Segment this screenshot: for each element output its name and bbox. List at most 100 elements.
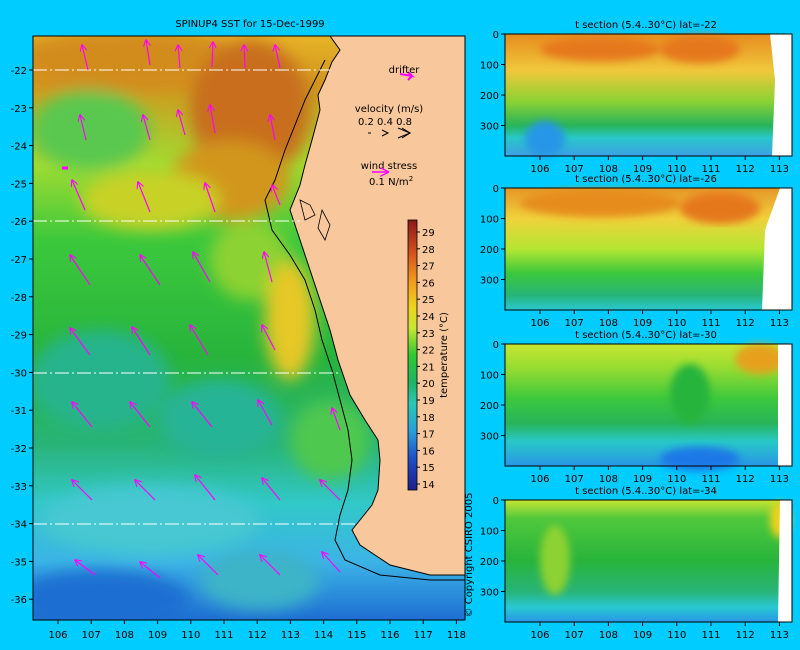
section-x-tick-label: 110 — [667, 474, 686, 485]
section-x-tick-label: 112 — [736, 164, 755, 175]
section-x-tick-label: 112 — [736, 630, 755, 641]
section-y-tick-label: 100 — [480, 215, 499, 226]
section-y-tick-label: 200 — [480, 245, 499, 256]
colorbar-tick-label: 16 — [422, 446, 435, 457]
lon-tick-label: 106 — [48, 630, 67, 641]
lon-tick-label: 117 — [414, 630, 433, 641]
section-y-tick-label: 0 — [493, 496, 499, 507]
lon-tick-label: 113 — [281, 630, 300, 641]
section-title: t section (5.4..30°C) lat=-22 — [575, 20, 717, 31]
section-land-mask — [778, 344, 792, 466]
colorbar-tick-label: 28 — [422, 245, 435, 256]
section-panel: t section (5.4..30°C) lat=-30 0 100 200 300 1… — [480, 330, 793, 485]
wind-stress-label: wind stress — [361, 161, 417, 172]
map-title: SPINUP4 SST for 15-Dec-1999 — [175, 19, 324, 30]
section-panel: t section (5.4..30°C) lat=-22 0 100 200 300 1… — [480, 20, 793, 175]
section-y-tick-label: 200 — [480, 91, 499, 102]
map-frame — [32, 35, 466, 621]
section-x-tick-label: 111 — [701, 164, 720, 175]
lat-tick-label: -24 — [11, 142, 27, 153]
section-x-tick-label: 107 — [565, 630, 584, 641]
section-lines — [33, 69, 358, 525]
lat-tick-label: -31 — [11, 406, 27, 417]
section-y-tick-label: 100 — [480, 527, 499, 538]
section-x-tick-label: 108 — [599, 474, 618, 485]
velocity-arrows — [70, 40, 341, 579]
section-x-tick-label: 108 — [599, 164, 618, 175]
section-title: t section (5.4..30°C) lat=-26 — [575, 174, 717, 185]
colorbar-tick-label: 29 — [422, 228, 435, 239]
colorbar-label: temperature (°C) — [439, 312, 450, 398]
section-x-tick-label: 106 — [530, 164, 549, 175]
lat-tick-label: -35 — [11, 557, 27, 568]
section-x-tick-label: 108 — [599, 630, 618, 641]
colorbar-tick-label: 26 — [422, 278, 435, 289]
lon-tick-labels: 106 107 108 109 110 111 112 113 114 115 116 117 118 — [48, 620, 466, 641]
section-land-mask — [770, 34, 792, 156]
colorbar-tick-label: 27 — [422, 262, 435, 273]
lat-tick-label: -22 — [11, 66, 27, 77]
section-y-tick-label: 0 — [493, 30, 499, 41]
colorbar — [407, 219, 418, 491]
section-x-tick-label: 110 — [667, 630, 686, 641]
section-land-mask — [778, 500, 792, 622]
section-x-tick-label: 111 — [701, 474, 720, 485]
lon-tick-label: 110 — [181, 630, 200, 641]
section-y-tick-label: 200 — [480, 401, 499, 412]
shelf-contour — [264, 59, 465, 581]
drifter-marker-icon — [399, 71, 415, 81]
lat-tick-label: -36 — [11, 595, 27, 606]
section-y-tick-label: 300 — [480, 276, 499, 287]
section-panel: t section (5.4..30°C) lat=-26 0 100 200 300 1… — [480, 174, 793, 329]
section-x-tick-label: 113 — [770, 474, 789, 485]
section-x-tick-label: 109 — [633, 474, 652, 485]
drifter-label: drifter — [389, 65, 421, 76]
section-land-mask — [762, 188, 792, 310]
section-title: t section (5.4..30°C) lat=-30 — [575, 330, 717, 341]
lon-tick-label: 115 — [347, 630, 366, 641]
section-y-tick-label: 0 — [493, 340, 499, 351]
section-y-tick-label: 300 — [480, 122, 499, 133]
section-x-tick-label: 113 — [770, 318, 789, 329]
colorbar-tick-label: 18 — [422, 413, 435, 424]
lat-tick-label: -33 — [11, 482, 27, 493]
lat-tick-label: -29 — [11, 331, 27, 342]
colorbar-tick-label: 25 — [422, 295, 435, 306]
colorbar-tick-label: 22 — [422, 346, 435, 357]
section-x-tick-label: 108 — [599, 318, 618, 329]
section-y-tick-label: 300 — [480, 588, 499, 599]
colorbar-tick-label: 21 — [422, 362, 435, 373]
section-x-tick-label: 110 — [667, 164, 686, 175]
lat-tick-label: -26 — [11, 217, 27, 228]
section-y-tick-label: 200 — [480, 557, 499, 568]
section-x-tick-label: 109 — [633, 318, 652, 329]
colorbar-tick-label: 24 — [422, 312, 435, 323]
lon-tick-label: 109 — [148, 630, 167, 641]
section-x-tick-label: 106 — [530, 474, 549, 485]
lat-tick-label: -23 — [11, 104, 27, 115]
section-y-tick-label: 100 — [480, 371, 499, 382]
velocity-scale-values: 0.2 0.4 0.8 — [358, 117, 412, 128]
colorbar-tick-label: 19 — [422, 396, 435, 407]
lat-tick-label: -25 — [11, 179, 27, 190]
colorbar-tick-label: 14 — [422, 480, 435, 491]
velocity-label: velocity (m/s) — [355, 104, 423, 115]
wind-stress-value: 0.1 N/m2 — [369, 175, 413, 188]
section-x-tick-label: 112 — [736, 318, 755, 329]
copyright-text: © Copyright CSIRO 2005 — [464, 493, 475, 618]
lat-tick-label: -30 — [11, 368, 27, 379]
colorbar-tick-label: 20 — [422, 379, 435, 390]
lat-tick-label: -32 — [11, 444, 27, 455]
lat-tick-label: -34 — [11, 520, 27, 531]
temperature-sections: t section (5.4..30°C) lat=-22 0 100 200 300 1… — [480, 20, 793, 641]
lat-tick-labels: -22 -23 -24 -25 -26 -27 -28 -29 -30 -31 -32 -33 -34 -… — [11, 66, 33, 606]
section-x-tick-label: 106 — [530, 630, 549, 641]
section-panel: t section (5.4..30°C) lat=-34 0 100 200 300 1… — [480, 486, 793, 641]
section-x-tick-label: 107 — [565, 164, 584, 175]
section-x-tick-label: 107 — [565, 318, 584, 329]
lon-tick-label: 107 — [82, 630, 101, 641]
lat-tick-label: -28 — [11, 293, 27, 304]
lon-tick-label: 108 — [115, 630, 134, 641]
colorbar-tick-label: 17 — [422, 430, 435, 441]
